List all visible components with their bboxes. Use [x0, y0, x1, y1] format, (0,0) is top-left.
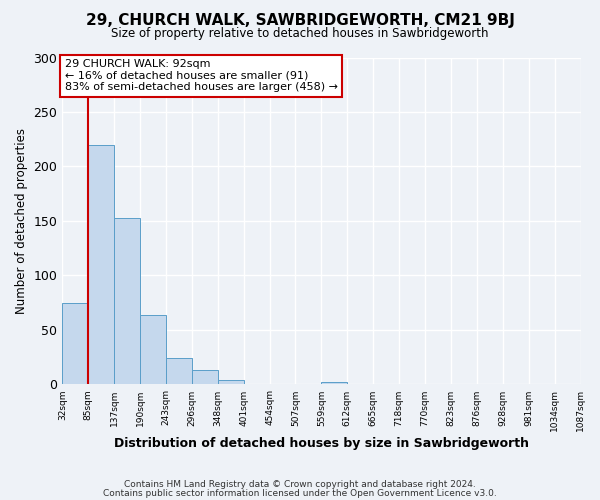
Bar [192, 370, 218, 384]
Y-axis label: Number of detached properties: Number of detached properties [15, 128, 28, 314]
Bar [140, 314, 166, 384]
Text: 29, CHURCH WALK, SAWBRIDGEWORTH, CM21 9BJ: 29, CHURCH WALK, SAWBRIDGEWORTH, CM21 9B… [86, 12, 514, 28]
Bar [114, 218, 140, 384]
Text: Contains HM Land Registry data © Crown copyright and database right 2024.: Contains HM Land Registry data © Crown c… [124, 480, 476, 489]
Bar [322, 382, 347, 384]
Bar [166, 358, 192, 384]
Bar [218, 380, 244, 384]
X-axis label: Distribution of detached houses by size in Sawbridgeworth: Distribution of detached houses by size … [114, 437, 529, 450]
Bar [88, 144, 114, 384]
Text: Contains public sector information licensed under the Open Government Licence v3: Contains public sector information licen… [103, 488, 497, 498]
Text: Size of property relative to detached houses in Sawbridgeworth: Size of property relative to detached ho… [111, 28, 489, 40]
Text: 29 CHURCH WALK: 92sqm
← 16% of detached houses are smaller (91)
83% of semi-deta: 29 CHURCH WALK: 92sqm ← 16% of detached … [65, 59, 338, 92]
Bar [62, 302, 88, 384]
